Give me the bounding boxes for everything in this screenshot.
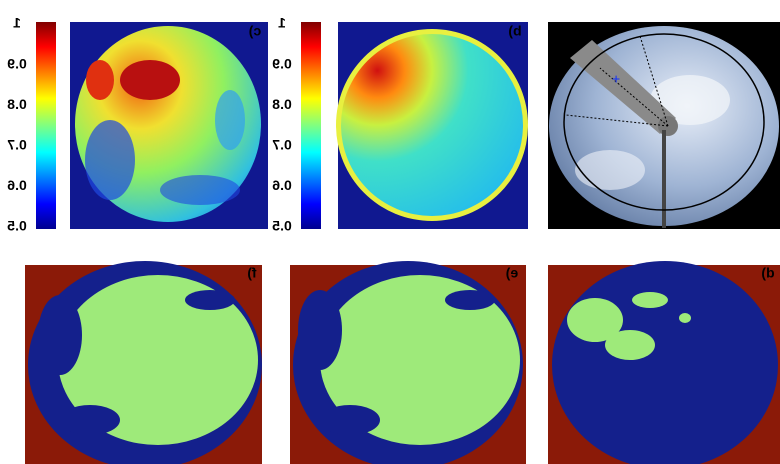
colorbar-b bbox=[301, 22, 321, 229]
image-shape bbox=[341, 34, 523, 216]
colorbar-tick-label: 1 bbox=[13, 15, 21, 31]
colorbar-tick-label: 0.7 bbox=[272, 137, 292, 153]
image-shape bbox=[632, 292, 668, 308]
panel-a-image: + bbox=[548, 22, 780, 229]
panel-c-image bbox=[70, 22, 268, 229]
image-shape bbox=[160, 175, 240, 205]
image-shape bbox=[86, 60, 114, 100]
image-shape bbox=[298, 290, 342, 370]
panel-f-image bbox=[25, 261, 262, 464]
image-shape bbox=[215, 90, 245, 150]
colorbar-tick-label: 0.6 bbox=[7, 177, 27, 193]
panel-label: b) bbox=[508, 23, 521, 39]
colorbar-tick-label: 0.8 bbox=[272, 96, 292, 112]
panel-b-image bbox=[336, 22, 528, 229]
colorbar-tick-label: 0.9 bbox=[7, 55, 27, 71]
image-shape bbox=[60, 405, 120, 435]
colorbar-tick-label: 0.5 bbox=[272, 218, 292, 234]
colorbar-tick-label: 0.8 bbox=[7, 96, 27, 112]
colorbar-tick-label: 0.9 bbox=[272, 55, 292, 71]
panel-label: f) bbox=[247, 265, 256, 281]
image-shape bbox=[575, 150, 645, 190]
figure: + bbox=[0, 0, 780, 464]
panel-label: c) bbox=[249, 23, 261, 39]
colorbar-tick-label: 0.6 bbox=[272, 177, 292, 193]
colorbar-tick-label: 1 bbox=[278, 15, 286, 31]
panel-label: d) bbox=[761, 265, 774, 281]
panel-label: e) bbox=[506, 265, 518, 281]
image-shape bbox=[120, 60, 180, 100]
image-shape: + bbox=[612, 71, 620, 87]
image-shape bbox=[185, 290, 235, 310]
colorbar-c bbox=[36, 22, 56, 229]
colorbar-tick-label: 0.5 bbox=[7, 218, 27, 234]
image-shape bbox=[85, 120, 135, 200]
image-shape bbox=[605, 330, 655, 360]
colorbar-tick-label: 0.7 bbox=[7, 137, 27, 153]
panel-label: a) bbox=[762, 23, 774, 39]
panel-e-image bbox=[290, 261, 526, 464]
image-shape bbox=[320, 405, 380, 435]
image-shape bbox=[679, 313, 691, 323]
image-shape bbox=[552, 261, 778, 464]
panel-d-image bbox=[548, 261, 780, 464]
image-shape bbox=[38, 295, 82, 375]
image-shape bbox=[445, 290, 495, 310]
